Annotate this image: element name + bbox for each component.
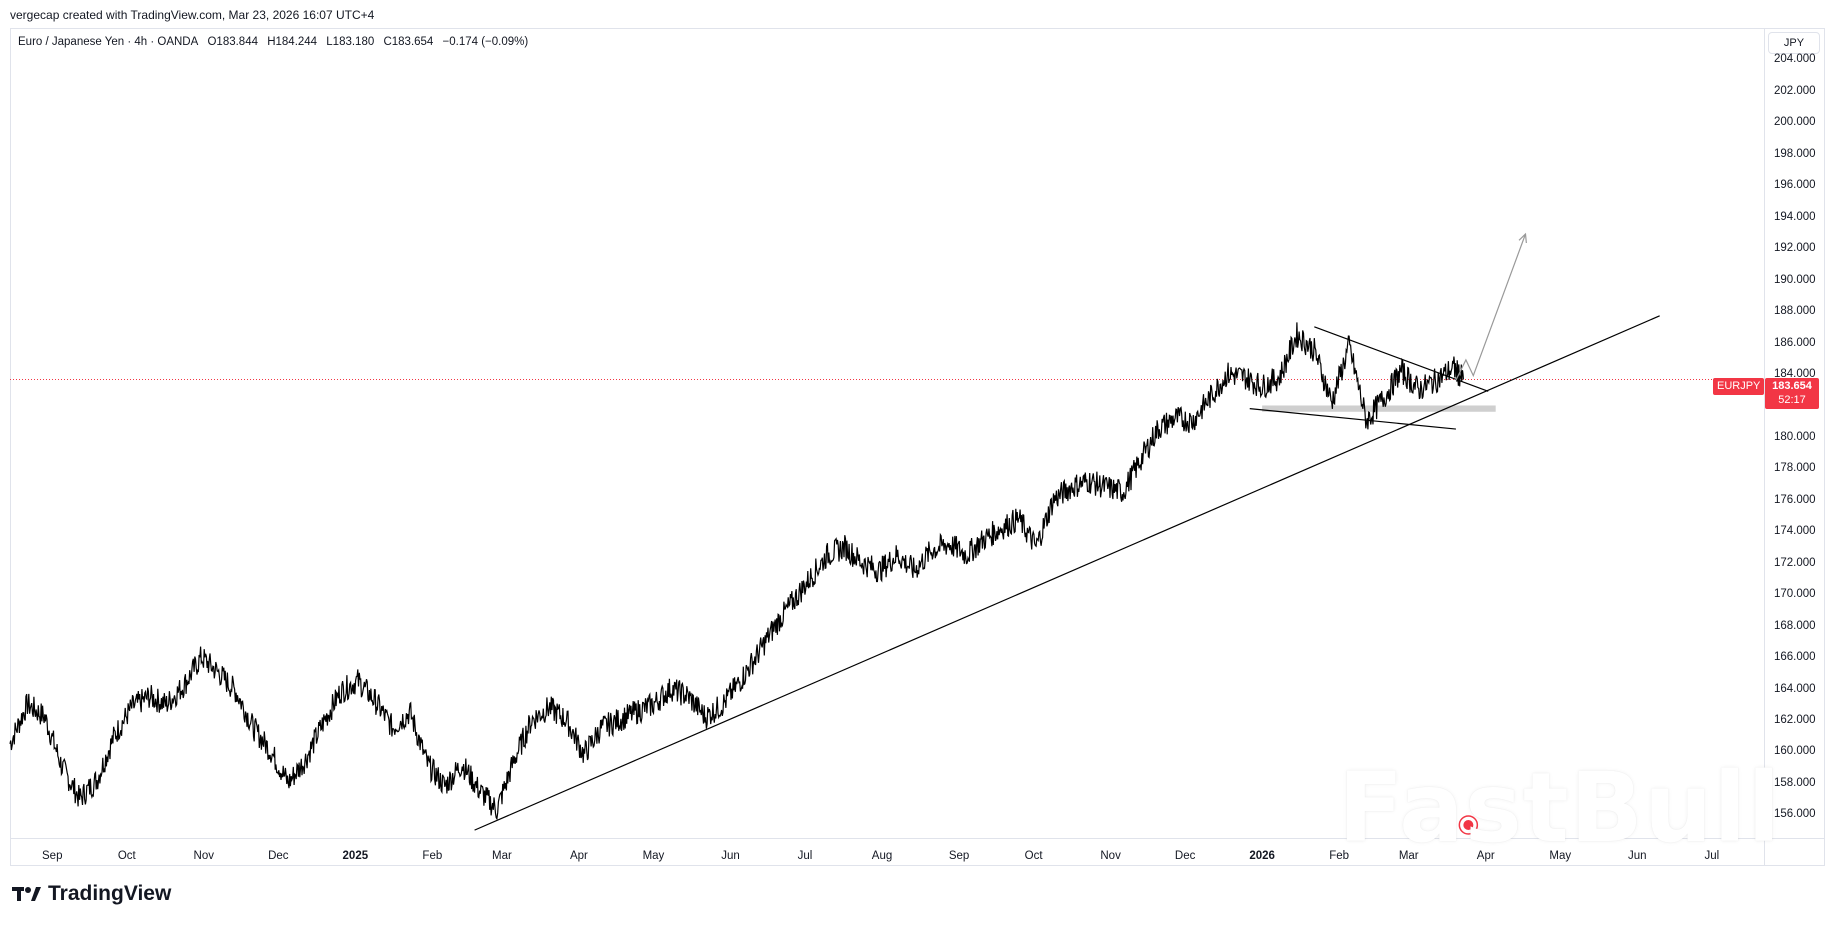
time-tick-label: Jul — [797, 850, 813, 862]
price-tick-label: 184.000 — [1774, 368, 1816, 381]
time-tick-label: Jun — [1628, 850, 1647, 862]
time-tick-label: Mar — [1398, 850, 1419, 862]
time-tick-label: Nov — [1100, 850, 1121, 862]
price-tick-label: 166.000 — [1774, 651, 1816, 664]
price-tick-label: 194.000 — [1774, 210, 1816, 223]
time-tick-label: Dec — [268, 850, 289, 862]
trendline — [1249, 408, 1456, 430]
price-tick-label: 198.000 — [1774, 147, 1816, 160]
tradingview-wordmark: TradingView — [48, 882, 172, 905]
time-tick-label: 2025 — [342, 850, 369, 862]
price-tick-label: 160.000 — [1774, 745, 1816, 758]
projection-path — [1455, 233, 1527, 381]
time-tick-label: Feb — [1329, 850, 1350, 862]
price-tick-label: 168.000 — [1774, 619, 1816, 632]
time-tick-label: Apr — [569, 850, 588, 862]
time-tick-label: Apr — [1476, 850, 1495, 862]
fastbull-watermark: FastBull — [1338, 752, 1782, 864]
time-tick-label: Aug — [871, 850, 893, 862]
time-tick-label: Oct — [117, 850, 136, 862]
price-tick-label: 176.000 — [1774, 493, 1816, 506]
price-tick-label: 204.000 — [1774, 53, 1816, 66]
legend-open: O183.844 — [207, 36, 258, 48]
price-tick-label: 178.000 — [1774, 462, 1816, 475]
tradingview-logo-icon — [12, 887, 41, 901]
price-tick-label: 162.000 — [1774, 714, 1816, 727]
time-tick-label: Sep — [948, 850, 970, 862]
price-tick-label: 202.000 — [1774, 84, 1816, 97]
time-tick-label: 2026 — [1249, 850, 1275, 862]
time-tick-label: Feb — [422, 850, 443, 862]
legend-symbol: Euro / Japanese Yen · 4h · OANDA — [18, 36, 199, 48]
price-tick-label: 196.000 — [1774, 179, 1816, 192]
price-tick-label: 188.000 — [1774, 305, 1816, 318]
time-tick-label: Mar — [492, 850, 512, 862]
price-axis-divider — [1764, 28, 1765, 866]
time-axis-divider — [10, 838, 1825, 839]
trendline — [1314, 326, 1489, 392]
price-tick-label: 190.000 — [1774, 273, 1816, 286]
price-tick-label: 174.000 — [1774, 525, 1816, 538]
time-tick-label: Sep — [42, 850, 63, 862]
time-tick-label: Jun — [721, 850, 740, 862]
price-series-line — [9, 322, 1464, 821]
last-price-value: 183.654 — [1772, 380, 1812, 392]
projection-arrowhead — [1518, 232, 1527, 244]
chart-attribution: vergecap created with TradingView.com, M… — [10, 8, 375, 22]
trendline — [474, 315, 1660, 831]
legend-high: H184.244 — [267, 36, 318, 48]
currency-selector[interactable]: JPY — [1768, 32, 1820, 54]
symbol-legend: Euro / Japanese Yen · 4h · OANDA O183.84… — [18, 36, 534, 48]
legend-close: C183.654 — [383, 36, 434, 48]
price-tick-label: 186.000 — [1774, 336, 1816, 349]
price-tick-label: 180.000 — [1774, 430, 1816, 443]
price-tick-label: 172.000 — [1774, 556, 1816, 569]
time-tick-label: May — [642, 850, 665, 862]
event-marker-icon — [1458, 815, 1479, 835]
time-tick-label: Nov — [193, 850, 215, 862]
event-marker-dot — [1463, 820, 1474, 830]
symbol-badge: EURJPY — [1713, 378, 1765, 395]
last-price-label: 183.654 52:17 — [1765, 378, 1819, 409]
time-tick-label: Oct — [1024, 850, 1043, 862]
chart-frame — [10, 28, 1825, 866]
price-tick-label: 200.000 — [1774, 116, 1816, 129]
legend-change: −0.174 (−0.09%) — [442, 36, 529, 48]
price-tick-label: 158.000 — [1774, 776, 1816, 789]
price-tick-label: 170.000 — [1774, 588, 1816, 601]
support-zone — [1262, 405, 1496, 412]
price-tick-label: 156.000 — [1774, 808, 1816, 821]
price-tick-label: 164.000 — [1774, 682, 1816, 695]
tradingview-logo[interactable]: TradingView — [12, 882, 171, 906]
time-tick-label: Jul — [1704, 850, 1720, 862]
price-tick-label: 192.000 — [1774, 242, 1816, 255]
time-tick-label: Dec — [1174, 850, 1196, 862]
legend-low: L183.180 — [326, 36, 375, 48]
time-tick-label: May — [1549, 850, 1572, 862]
bar-countdown: 52:17 — [1778, 394, 1806, 406]
